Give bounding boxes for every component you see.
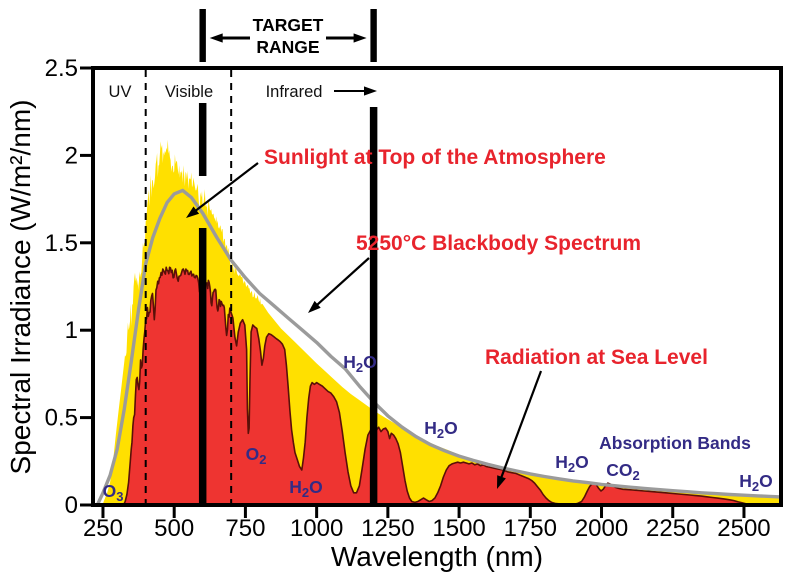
blackbody-label-arrow-head [308,300,321,313]
absorption-label-h2o-8: H2​O [739,471,773,494]
sea-level-label: Radiation at Sea Level [485,346,708,369]
target-lower-bound-bar-upper [198,103,207,176]
target-range-label-line2: RANGE [256,37,319,57]
spectral-region-labels: UV Visible Infrared [109,83,377,101]
region-label-infrared: Infrared [266,83,323,101]
absorption-label-h2o-3: H2​O [343,352,377,375]
absorption-label-o2-1: O2​ [246,444,267,467]
toa-label: Sunlight at Top of the Atmosphere [264,146,606,169]
plot-frame [91,66,783,507]
x-tick-label-2000: 2000 [575,515,628,542]
absorption-label-h2o-2: H2​O [289,477,323,500]
absorption-labels: O3​ O2​ H2​O H2​O H2​O H2​O CO2​ Absorption Ban… [103,352,773,504]
target-range-label-line1: TARGET [253,15,324,35]
sea-level-label-arrow-head [497,475,506,489]
x-tick-label-500: 500 [154,515,194,542]
y-axis-title: Spectral Irradiance (W/m²/nm) [5,100,36,475]
sea-level-spectrum-edge [122,266,756,506]
absorption-label-h2o-4: H2​O [424,418,458,441]
axes: 250 500 750 1000 1250 1500 1750 2000 2250 2500 0 0.… [5,55,771,572]
target-lower-bound-bar-lower [198,228,207,505]
sea-level-label-group: Radiation at Sea Level [485,346,708,489]
absorption-label-h2o-5: H2​O [555,452,589,475]
absorption-label-absorption-bands-7: Absorption Bands [599,433,751,453]
y-tick-label-2.5: 2.5 [45,55,78,82]
target-upper-bound-bar [369,107,378,505]
region-label-visible: Visible [165,83,213,101]
x-tick-label-2500: 2500 [717,515,770,542]
infrared-arrow-head [364,86,377,96]
region-label-uv: UV [109,83,132,101]
x-tick-label-1500: 1500 [432,515,485,542]
absorption-label-co2-6: CO2​ [606,460,639,483]
y-tick-label-0: 0 [65,492,78,519]
x-tick-label-2250: 2250 [646,515,699,542]
x-tick-label-1250: 1250 [361,515,414,542]
target-range-left-arrow-head [209,33,223,43]
sea-level-label-arrow-shaft [499,370,543,480]
toa-label-group: Sunlight at Top of the Atmosphere [186,146,606,218]
y-tick-label-0.5: 0.5 [45,405,78,432]
toa-label-arrow-head [186,206,200,218]
sea-level-spectrum-area [123,267,756,505]
toa-label-arrow-shaft [194,162,259,213]
blackbody-label-arrow-shaft [315,257,370,307]
x-tick-label-1750: 1750 [504,515,557,542]
y-tick-label-1.5: 1.5 [45,230,78,257]
target-range-left-marker [199,9,206,62]
x-tick-label-250: 250 [83,515,123,542]
x-tick-label-1000: 1000 [290,515,343,542]
blackbody-label: 5250°C Blackbody Spectrum [356,232,641,255]
x-tick-label-750: 750 [225,515,265,542]
y-tick-label-1: 1 [65,317,78,344]
blackbody-label-group: 5250°C Blackbody Spectrum [308,232,641,313]
target-range-right-marker [370,9,377,62]
target-range-right-arrow-head [353,33,367,43]
absorption-label-o3-0: O3​ [103,481,124,504]
y-tick-label-2: 2 [65,142,78,169]
x-axis-title: Wavelength (nm) [331,541,543,572]
blackbody-curve [95,188,782,506]
plot-area [95,139,782,506]
